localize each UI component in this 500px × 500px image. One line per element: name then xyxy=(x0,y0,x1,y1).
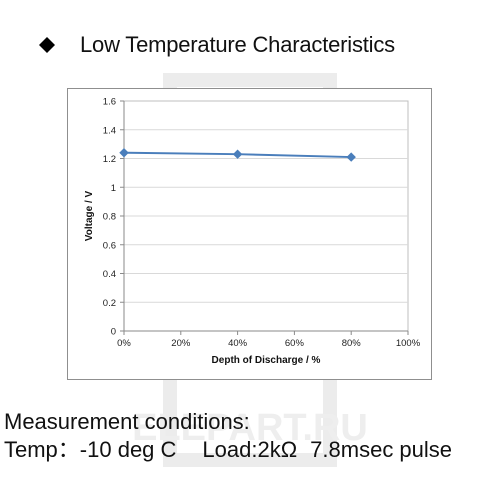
data-point xyxy=(346,152,356,162)
y-tick-label: 1 xyxy=(111,183,116,194)
y-tick-label: 0.2 xyxy=(103,298,116,309)
x-tick-label: 40% xyxy=(228,338,248,349)
measurement-temp: Temp：-10 deg C xyxy=(4,437,177,462)
measurement-heading: Measurement conditions: xyxy=(4,409,250,434)
y-tick-label: 0.6 xyxy=(103,240,116,251)
chart-heading: Low Temperature Characteristics xyxy=(38,30,395,60)
x-tick-label: 80% xyxy=(342,338,362,349)
x-tick-label: 20% xyxy=(171,338,191,349)
y-tick-label: 0 xyxy=(111,327,116,338)
x-tick-label: 60% xyxy=(285,338,305,349)
measurement-load: Load:2kΩ xyxy=(202,437,298,462)
measurement-conditions: Measurement conditions: Temp：-10 deg C Lo… xyxy=(4,408,452,464)
y-tick-label: 1.2 xyxy=(103,154,116,165)
chart-heading-title: Low Temperature Characteristics xyxy=(80,32,395,57)
y-axis-label: Voltage / V xyxy=(84,190,95,241)
measurement-pulse: 7.8msec pulse xyxy=(310,437,453,462)
x-tick-label: 0% xyxy=(117,338,131,349)
measurement-values: Temp：-10 deg C Load:2kΩ 7.8msec pulse xyxy=(4,436,452,464)
data-point xyxy=(232,149,243,159)
y-tick-label: 0.8 xyxy=(103,212,116,223)
y-tick-label: 1.4 xyxy=(103,125,116,136)
data-point xyxy=(119,148,129,158)
y-tick-label: 1.6 xyxy=(103,97,116,108)
x-tick-label: 100% xyxy=(396,338,421,349)
x-axis-label: Depth of Discharge / % xyxy=(212,355,321,366)
line-chart: 0 0.2 0.4 0.6 0.8 1 1.2 1.4 1.6 0% 20% 40% 60% 80% 100… xyxy=(84,97,421,367)
chart-frame: 0 0.2 0.4 0.6 0.8 1 1.2 1.4 1.6 0% 20% 40% 60% 80% 100… xyxy=(67,88,432,380)
y-tick-label: 0.4 xyxy=(103,269,116,280)
diamond-icon xyxy=(39,37,55,53)
